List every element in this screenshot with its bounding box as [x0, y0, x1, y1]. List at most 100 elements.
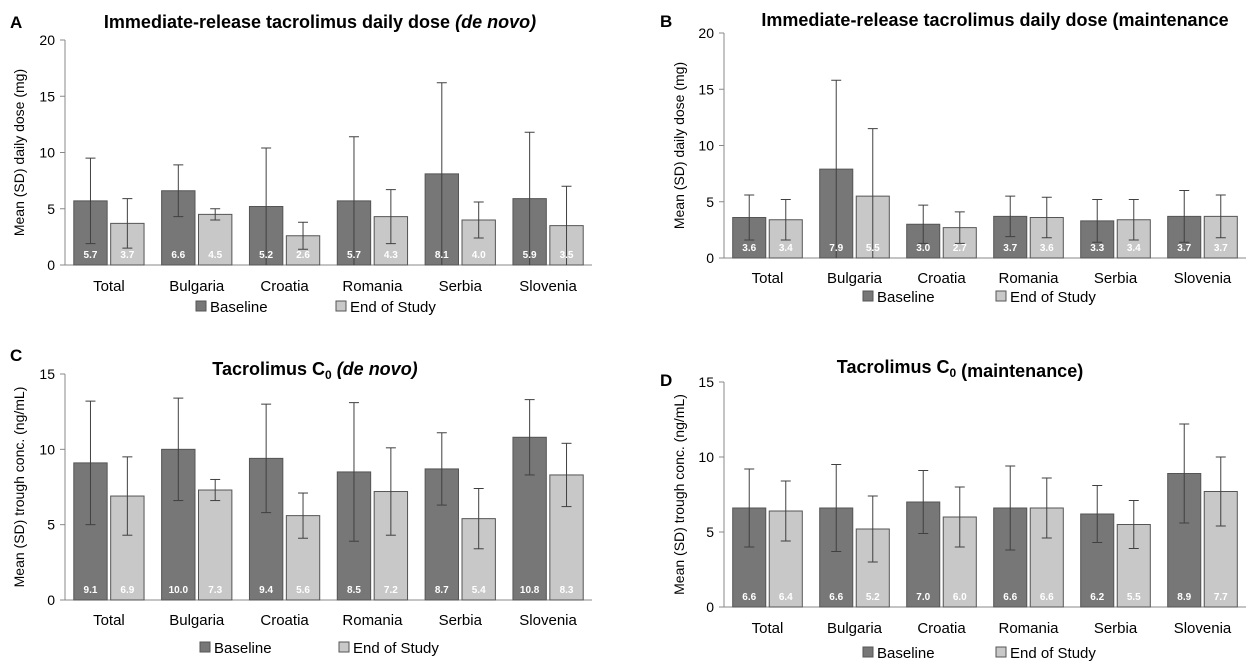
chart-title: Tacrolimus C0 (maintenance): [837, 357, 1083, 381]
data-label: 9.1: [84, 585, 98, 596]
x-category-label: Slovenia: [1174, 270, 1232, 287]
legend-swatch: [862, 290, 874, 302]
y-tick-label: 5: [706, 524, 714, 540]
y-tick-label: 10: [698, 449, 714, 465]
panel-letter: C: [10, 346, 22, 365]
data-label: 6.4: [779, 592, 793, 603]
x-category-label: Bulgaria: [169, 612, 225, 629]
chart-title-tail: (maintenance): [956, 361, 1083, 381]
bar-end-of-study: [198, 213, 233, 266]
y-tick-label: 15: [39, 366, 55, 382]
chart-title-italic: (de novo): [455, 12, 536, 32]
bar-baseline: [1167, 473, 1202, 608]
data-label: 7.0: [916, 592, 930, 603]
y-tick-label: 10: [698, 138, 714, 154]
data-label: 3.7: [1177, 243, 1191, 254]
x-category-label: Total: [752, 620, 784, 637]
data-label: 4.3: [384, 250, 398, 261]
chart-panel-C: C Tacrolimus C0 (de novo) Mean (SD) trough…: [10, 346, 592, 657]
y-tick-label: 5: [47, 201, 55, 217]
chart-title: Immediate-release tacrolimus daily dose …: [104, 12, 536, 32]
x-category-label: Romania: [998, 270, 1059, 287]
x-category-label: Serbia: [1094, 270, 1138, 287]
y-tick-label: 0: [47, 592, 55, 608]
data-label: 3.6: [742, 243, 756, 254]
data-label: 5.5: [1127, 592, 1141, 603]
data-label: 3.7: [120, 250, 134, 261]
data-label: 6.6: [829, 592, 843, 603]
y-tick-label: 15: [698, 81, 714, 97]
chart-title-text: Tacrolimus C: [212, 359, 325, 379]
data-label: 7.7: [1214, 592, 1228, 603]
legend-swatch: [338, 641, 350, 653]
data-label: 3.7: [1214, 243, 1228, 254]
x-category-label: Bulgaria: [827, 620, 883, 637]
data-label: 8.3: [560, 585, 574, 596]
data-label: 8.7: [435, 585, 449, 596]
bar-end-of-study: [198, 489, 233, 601]
data-label: 10.8: [520, 585, 540, 596]
x-category-label: Croatia: [917, 620, 966, 637]
x-category-label: Romania: [998, 620, 1059, 637]
legend-label: Baseline: [210, 299, 268, 316]
legend-label: Baseline: [877, 289, 935, 306]
legend-label: End of Study: [350, 299, 436, 316]
legend-swatch: [195, 300, 207, 312]
data-label: 2.7: [953, 243, 967, 254]
data-label: 5.9: [523, 250, 537, 261]
x-category-label: Serbia: [439, 612, 483, 629]
data-label: 5.2: [866, 592, 880, 603]
y-tick-label: 0: [47, 257, 55, 273]
data-label: 5.2: [259, 250, 273, 261]
x-category-label: Slovenia: [519, 278, 577, 295]
x-category-label: Slovenia: [519, 612, 577, 629]
y-tick-label: 0: [706, 599, 714, 615]
y-tick-label: 0: [706, 250, 714, 266]
data-label: 5.5: [866, 243, 880, 254]
legend-swatch: [995, 646, 1007, 658]
panel-letter: D: [660, 371, 672, 390]
data-label: 7.3: [208, 585, 222, 596]
y-tick-label: 5: [706, 194, 714, 210]
x-category-label: Slovenia: [1174, 620, 1232, 637]
x-category-label: Bulgaria: [169, 278, 225, 295]
chart-title-text: Immediate-release tacrolimus daily dose: [104, 12, 455, 32]
y-tick-label: 20: [39, 32, 55, 48]
y-axis-label: Mean (SD) trough conc. (ng/mL): [11, 387, 27, 588]
data-label: 6.2: [1090, 592, 1104, 603]
data-label: 5.4: [472, 585, 486, 596]
legend-swatch: [995, 290, 1007, 302]
legend-swatch: [862, 646, 874, 658]
legend-swatch: [199, 641, 211, 653]
x-category-label: Croatia: [260, 612, 309, 629]
y-axis-label: Mean (SD) daily dose (mg): [11, 69, 27, 236]
chart-panel-A: A Immediate-release tacrolimus daily dose…: [10, 12, 592, 316]
y-axis-label: Mean (SD) trough conc. (ng/mL): [671, 394, 687, 595]
chart-title-subscript: 0: [949, 366, 956, 380]
chart-title-text: Tacrolimus C: [837, 357, 950, 377]
data-label: 9.4: [259, 585, 273, 596]
data-label: 3.6: [1040, 243, 1054, 254]
data-label: 7.9: [829, 243, 843, 254]
chart-title: Tacrolimus C0 (de novo): [212, 359, 417, 382]
data-label: 2.6: [296, 250, 310, 261]
y-tick-label: 10: [39, 145, 55, 161]
data-label: 6.0: [953, 592, 967, 603]
x-category-label: Romania: [342, 278, 403, 295]
data-label: 5.7: [347, 250, 361, 261]
x-category-label: Romania: [342, 612, 403, 629]
x-category-label: Bulgaria: [827, 270, 883, 287]
data-label: 3.0: [916, 243, 930, 254]
data-label: 10.0: [169, 585, 189, 596]
data-label: 8.9: [1177, 592, 1191, 603]
y-tick-label: 10: [39, 441, 55, 457]
data-label: 8.1: [435, 250, 449, 261]
legend-label: End of Study: [1010, 645, 1096, 662]
data-label: 4.0: [472, 250, 486, 261]
panel-letter: B: [660, 12, 672, 31]
y-axis-label: Mean (SD) daily dose (mg): [671, 62, 687, 229]
data-label: 3.4: [1127, 243, 1141, 254]
y-tick-label: 15: [698, 374, 714, 390]
